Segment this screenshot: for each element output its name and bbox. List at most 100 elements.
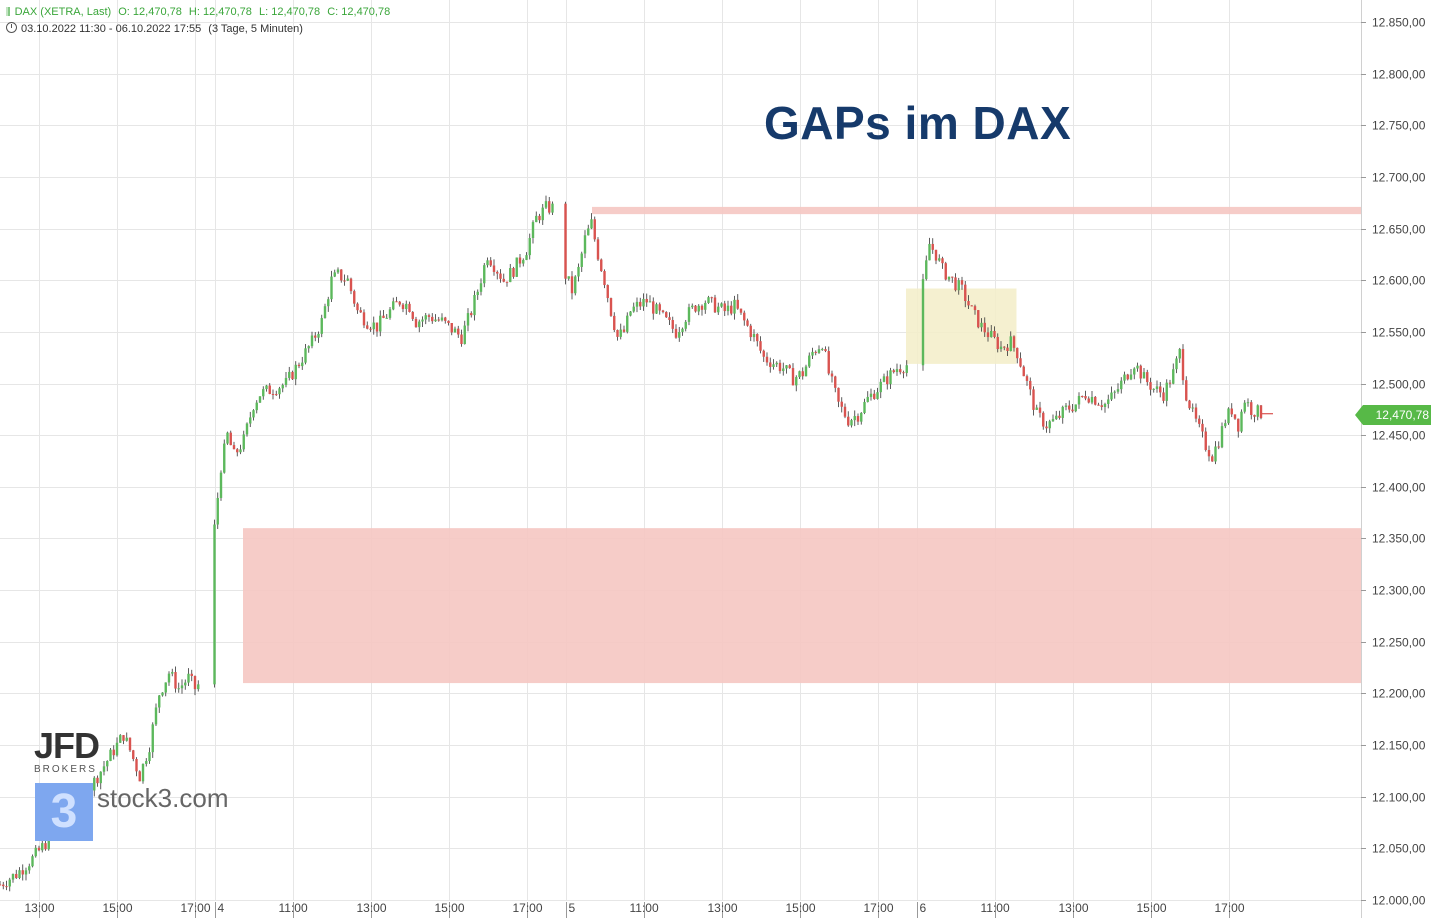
candle-body [1090,396,1094,403]
candle-body [216,497,219,525]
candle-body [135,759,138,772]
candle-body [567,276,570,279]
candle-body [726,305,730,312]
x-tick-label: 6 [920,901,927,915]
candle-body [15,873,18,879]
candle-body [694,305,697,312]
candle-body [1048,421,1051,429]
y-tick-label: 12.550,00 [1372,326,1426,340]
candle-body [447,320,450,323]
candle-body [349,278,353,292]
y-tick-label: 12.850,00 [1372,16,1426,30]
candle-body [687,307,691,322]
candle-body [437,319,440,321]
candle-body [496,271,499,274]
candle-body [606,285,609,299]
candle-body [323,306,327,319]
candle-body [239,449,242,453]
candle-body [1120,380,1123,390]
candle-body [635,301,639,307]
candle-body [161,692,164,696]
symbol-label: DAX (XETRA, Last) [14,6,112,18]
jfd-logo: JFD BROKERS [34,725,100,776]
candle-body [1136,365,1139,369]
candle-body [1126,374,1129,380]
candle-body [960,280,964,285]
candle-body [866,396,869,402]
candle-body [804,366,808,377]
candle-body [515,257,518,277]
x-tick-label: 13:00 [357,901,387,915]
candle-body [450,322,453,333]
high-value: H: 12,470,78 [188,6,252,18]
candle-body [1022,366,1025,377]
candle-body [1224,423,1227,427]
candle-body [154,707,158,725]
candle-body [856,416,860,422]
candle-body [541,207,544,221]
candle-body [785,365,788,369]
candle-body [1061,406,1064,418]
candle-body [171,672,174,674]
candle-body [538,215,541,221]
candle-body [115,742,119,756]
clock-icon [6,22,17,33]
candle-body [824,349,827,352]
candle-body [242,434,245,450]
candle-body [505,281,509,283]
candle-body [382,315,385,318]
candle-body [489,260,492,266]
candle-body [34,847,37,857]
zone-gap-upper [592,206,1361,215]
candle-body [307,346,310,349]
candle-body [418,321,421,328]
y-tick-label: 12.800,00 [1372,68,1426,82]
candle-body [476,291,479,296]
candle-body [895,369,899,373]
candle-body [1142,372,1146,379]
candle-body [830,373,834,377]
candle-body [359,310,362,313]
candle-body [756,334,759,342]
candle-body [314,335,317,338]
candle-body [301,362,304,367]
candle-body [821,349,824,351]
candle-body [392,301,395,310]
candle-body [1253,414,1256,417]
candle-body [593,219,596,240]
candle-body [284,377,288,385]
x-tick-label: 17:00 [513,901,543,915]
candle-body [473,295,476,316]
candle-body [967,301,970,306]
candle-body [574,276,577,294]
candle-body [1175,358,1178,370]
candle-body [141,763,145,782]
candle-body [1155,386,1159,389]
candle-body [983,322,986,333]
candle-body [317,333,320,338]
candle-body [704,302,707,310]
candle-body [996,336,999,350]
candle-body [577,266,580,277]
candle-body [509,268,512,283]
candles [0,195,1273,892]
candle-body [463,325,466,345]
jfd-logo-text: JFD [34,725,100,766]
candle-body [934,249,938,261]
candle-body [791,368,795,386]
candle-body [528,237,531,256]
x-tick-label: 11:00 [630,901,659,915]
candle-body [1006,347,1009,351]
candle-body [980,322,983,328]
candle-body [1246,402,1250,404]
candle-body [262,389,265,397]
candle-body [765,356,769,363]
candle-body [570,276,574,294]
candle-body [226,432,229,444]
candle-body [1009,336,1012,351]
candle-body [977,310,980,328]
candle-body [944,263,947,280]
candle-body [873,393,876,399]
candle-body [928,243,931,261]
stock3-text: stock3.com [97,782,229,813]
